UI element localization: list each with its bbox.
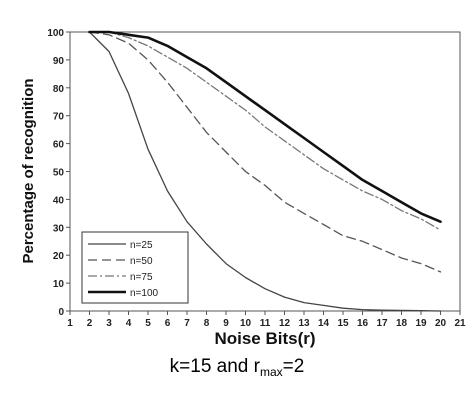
legend: n=25 n=50 n=75 n=100	[81, 231, 189, 304]
x-tick-label: 20	[435, 318, 447, 329]
y-tick-label: 90	[53, 56, 65, 67]
x-tick-label: 15	[337, 318, 349, 329]
x-tick-label: 11	[260, 318, 271, 329]
x-tick-label: 5	[145, 318, 151, 329]
legend-label: n=25	[130, 240, 153, 251]
x-tick-label: 6	[165, 318, 171, 329]
x-tick-label: 14	[318, 318, 330, 329]
caption-subscript: max	[259, 365, 283, 379]
figure-caption: k=15 and rmax=2	[0, 356, 474, 379]
x-tick-label: 4	[126, 318, 132, 329]
y-tick-label: 30	[53, 223, 65, 234]
series-layer	[88, 30, 442, 312]
x-tick-label: 21	[454, 318, 466, 329]
x-tick-label: 17	[376, 318, 388, 329]
series-line-n-25	[88, 31, 442, 312]
series-line-n-50	[88, 31, 442, 273]
y-tick-label: 50	[53, 168, 65, 179]
x-tick-label: 10	[240, 318, 252, 329]
legend-label: n=75	[130, 272, 153, 283]
y-tick-label: 40	[53, 195, 65, 206]
x-tick-label: 16	[357, 318, 369, 329]
x-tick-label: 1	[67, 318, 73, 329]
caption-suffix: =2	[282, 356, 305, 377]
caption-prefix: k=15 and r	[169, 356, 260, 377]
x-tick-label: 7	[184, 318, 190, 329]
x-tick-label: 9	[223, 318, 229, 329]
y-tick-label: 70	[53, 112, 65, 123]
series-line-n-75	[88, 31, 442, 231]
y-tick-label: 10	[53, 279, 65, 290]
x-tick-label: 8	[204, 318, 210, 329]
y-tick-label: 60	[53, 140, 65, 151]
x-tick-label: 19	[415, 318, 427, 329]
x-axis-title: Noise Bits(r)	[214, 329, 315, 348]
x-tick-label: 12	[279, 318, 291, 329]
x-axis-ticks: 1 2 3 4 5 6 7 8 9 10 11 12 13 14 15 16 17 18 19 20 21	[67, 311, 466, 329]
x-tick-label: 2	[87, 318, 93, 329]
legend-label: n=50	[130, 256, 153, 267]
y-axis-ticks: 0 10 20 30 40 50 60 70 80 90 100	[47, 28, 70, 318]
y-tick-label: 100	[47, 28, 64, 39]
y-tick-label: 80	[53, 84, 65, 95]
legend-label: n=100	[130, 288, 159, 299]
series-line-n-100	[88, 30, 442, 223]
y-tick-label: 20	[53, 251, 65, 262]
y-tick-label: 0	[58, 307, 64, 318]
x-tick-label: 18	[396, 318, 408, 329]
x-tick-label: 13	[298, 318, 310, 329]
y-axis-title: Percentage of recognition	[20, 78, 37, 263]
x-tick-label: 3	[106, 318, 112, 329]
